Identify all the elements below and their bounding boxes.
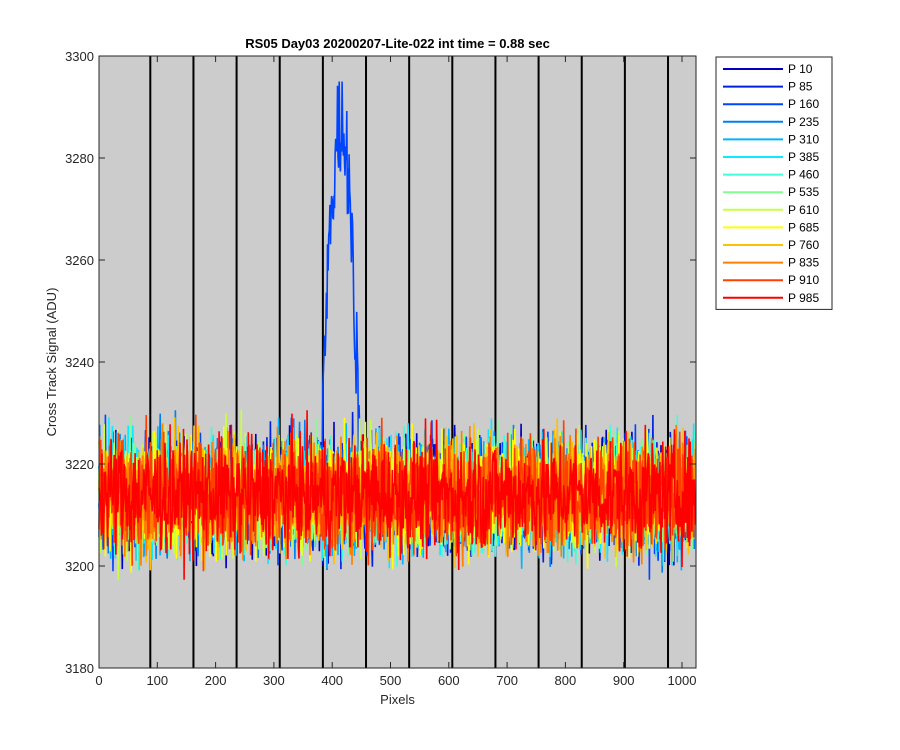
y-tick-label: 3260: [65, 253, 94, 268]
legend-label: P 985: [788, 291, 819, 305]
legend-label: P 235: [788, 115, 819, 129]
x-axis-label: Pixels: [380, 692, 415, 707]
axis-ticks: 0 100 200 300 400 500 600 700 800 900 1000 3180 3200…: [65, 49, 696, 688]
x-tick-label: 800: [555, 673, 577, 688]
legend-label: P 385: [788, 150, 819, 164]
x-tick-label: 300: [263, 673, 285, 688]
legend: P 10 P 85 P 160 P 235 P 310 P 385 P 460 P 535 P …: [715, 56, 833, 310]
plot-area: [99, 56, 696, 668]
x-tick-label: 0: [95, 673, 102, 688]
legend-label: P 310: [788, 132, 819, 146]
legend-label: P 685: [788, 220, 819, 234]
x-tick-label: 500: [380, 673, 402, 688]
legend-label: P 535: [788, 185, 819, 199]
legend-label: P 910: [788, 273, 819, 287]
x-tick-label: 400: [321, 673, 343, 688]
legend-label: P 460: [788, 168, 819, 182]
series-line-p-985: [98, 410, 697, 580]
legend-label: P 835: [788, 256, 819, 270]
y-tick-label: 3240: [65, 355, 94, 370]
x-tick-label: 100: [146, 673, 168, 688]
chart-title: RS05 Day03 20200207-Lite-022 int time = …: [245, 36, 550, 51]
legend-label: P 10: [788, 62, 813, 76]
x-tick-label: 900: [613, 673, 635, 688]
y-tick-label: 3300: [65, 49, 94, 64]
legend-label: P 610: [788, 203, 819, 217]
legend-label: P 160: [788, 97, 819, 111]
legend-box: [715, 56, 833, 310]
series-lines: [98, 81, 697, 580]
x-tick-label: 700: [496, 673, 518, 688]
legend-label: P 760: [788, 238, 819, 252]
y-tick-label: 3280: [65, 151, 94, 166]
x-tick-label: 200: [205, 673, 227, 688]
y-tick-label: 3220: [65, 457, 94, 472]
legend-label: P 85: [788, 80, 813, 94]
y-tick-label: 3180: [65, 661, 94, 676]
y-tick-label: 3200: [65, 559, 94, 574]
vertical-lines: [149, 56, 670, 668]
x-tick-label: 600: [438, 673, 460, 688]
x-tick-label: 1000: [668, 673, 697, 688]
y-axis-label: Cross Track Signal (ADU): [44, 288, 59, 437]
